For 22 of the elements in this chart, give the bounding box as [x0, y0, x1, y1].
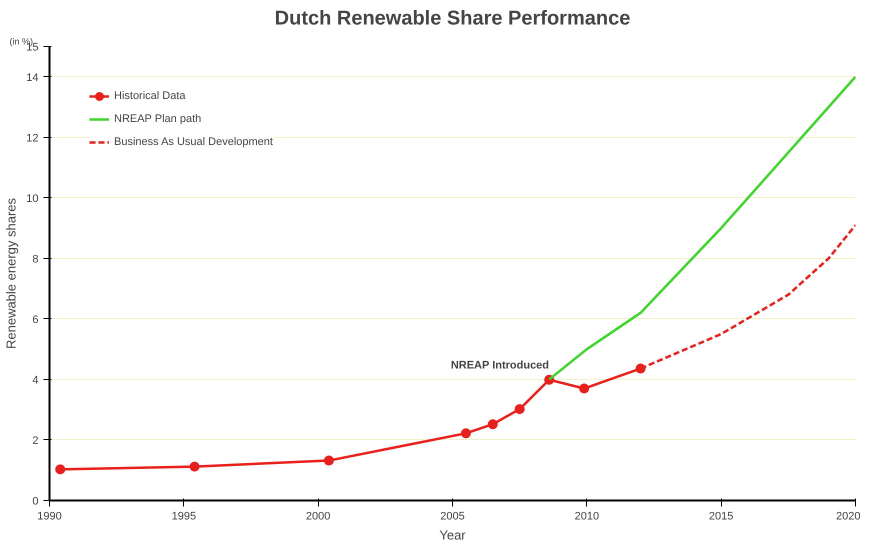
chart-title: Dutch Renewable Share Performance [274, 8, 630, 30]
x-tick-label: 1995 [172, 510, 196, 522]
y-tick-label: 10 [26, 192, 39, 205]
legend-label: Historical Data [114, 90, 186, 102]
x-tick-label: 2005 [440, 510, 465, 522]
legend-label: NREAP Plan path [114, 113, 202, 125]
annotation: NREAP Introduced [450, 359, 550, 372]
legend-label: Business As Usual Development [114, 136, 273, 148]
y-tick-label: 4 [32, 374, 39, 386]
x-tick-label: 2000 [306, 510, 330, 522]
x-axis-title: Year [439, 528, 466, 542]
y-tick-label: 8 [32, 253, 39, 266]
y-tick-label: 14 [26, 72, 39, 84]
y-tick-label: 12 [26, 132, 39, 144]
x-tick-label: 2020 [836, 510, 861, 522]
y-axis-title: Renewable energy shares [3, 197, 18, 350]
y-tick-label: 0 [32, 496, 39, 508]
x-tick-label: 1990 [37, 510, 62, 522]
x-tick-label: 2010 [574, 510, 600, 522]
y-tick-label: 6 [32, 314, 39, 326]
x-tick-label: 2015 [708, 510, 734, 522]
y-tick-label: 2 [32, 434, 39, 447]
